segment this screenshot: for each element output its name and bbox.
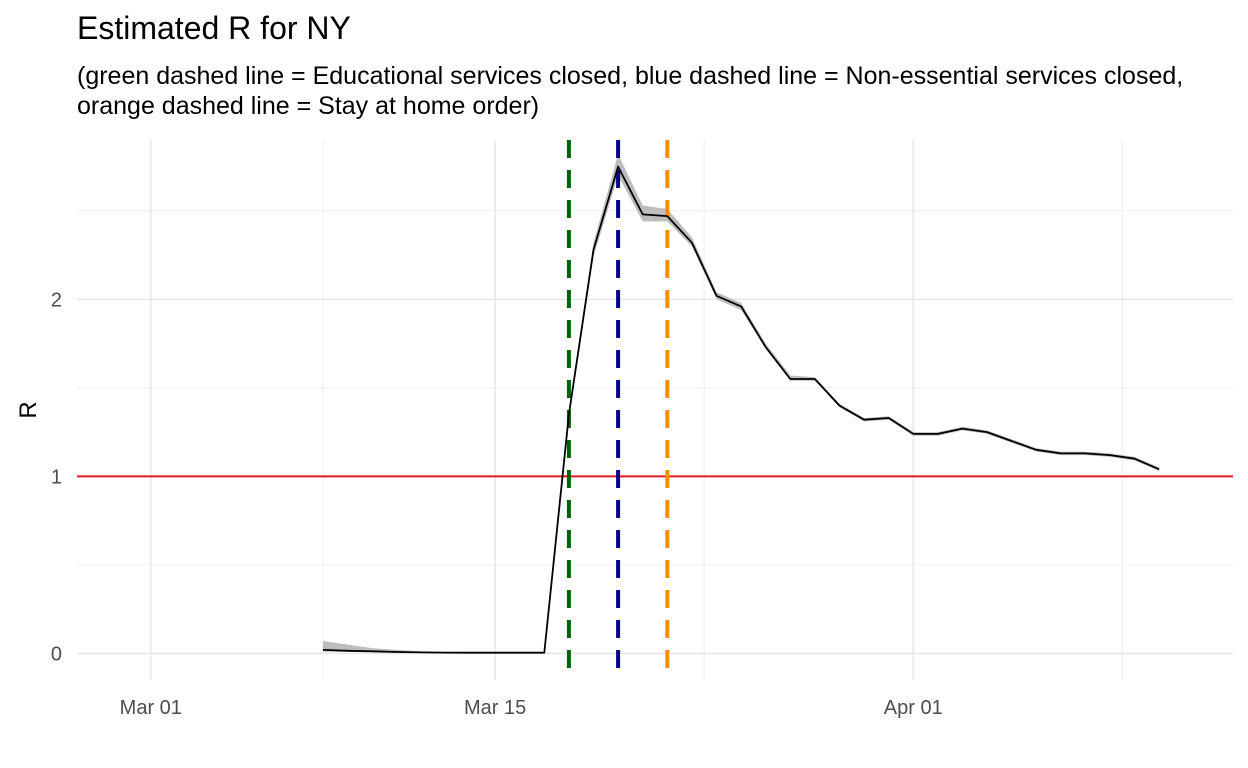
axes: Mar 01 Mar 15 Apr 01 0 1 2 bbox=[51, 289, 943, 719]
series-line-layer bbox=[322, 165, 1160, 654]
x-tick-label: Mar 15 bbox=[464, 697, 526, 719]
r-estimate-line bbox=[322, 165, 1160, 654]
y-axis-title: R bbox=[15, 401, 42, 418]
confidence-ribbon bbox=[323, 154, 1160, 653]
y-tick-label: 2 bbox=[51, 289, 62, 311]
confidence-ribbon-layer bbox=[323, 154, 1160, 653]
x-tick-label: Mar 01 bbox=[120, 697, 182, 719]
y-tick-label: 0 bbox=[51, 643, 62, 665]
chart-subtitle: (green dashed line = Educational service… bbox=[77, 62, 1184, 120]
chart-title: Estimated R for NY bbox=[77, 10, 351, 46]
y-tick-label: 1 bbox=[51, 466, 62, 488]
x-tick-label: Apr 01 bbox=[884, 697, 943, 719]
